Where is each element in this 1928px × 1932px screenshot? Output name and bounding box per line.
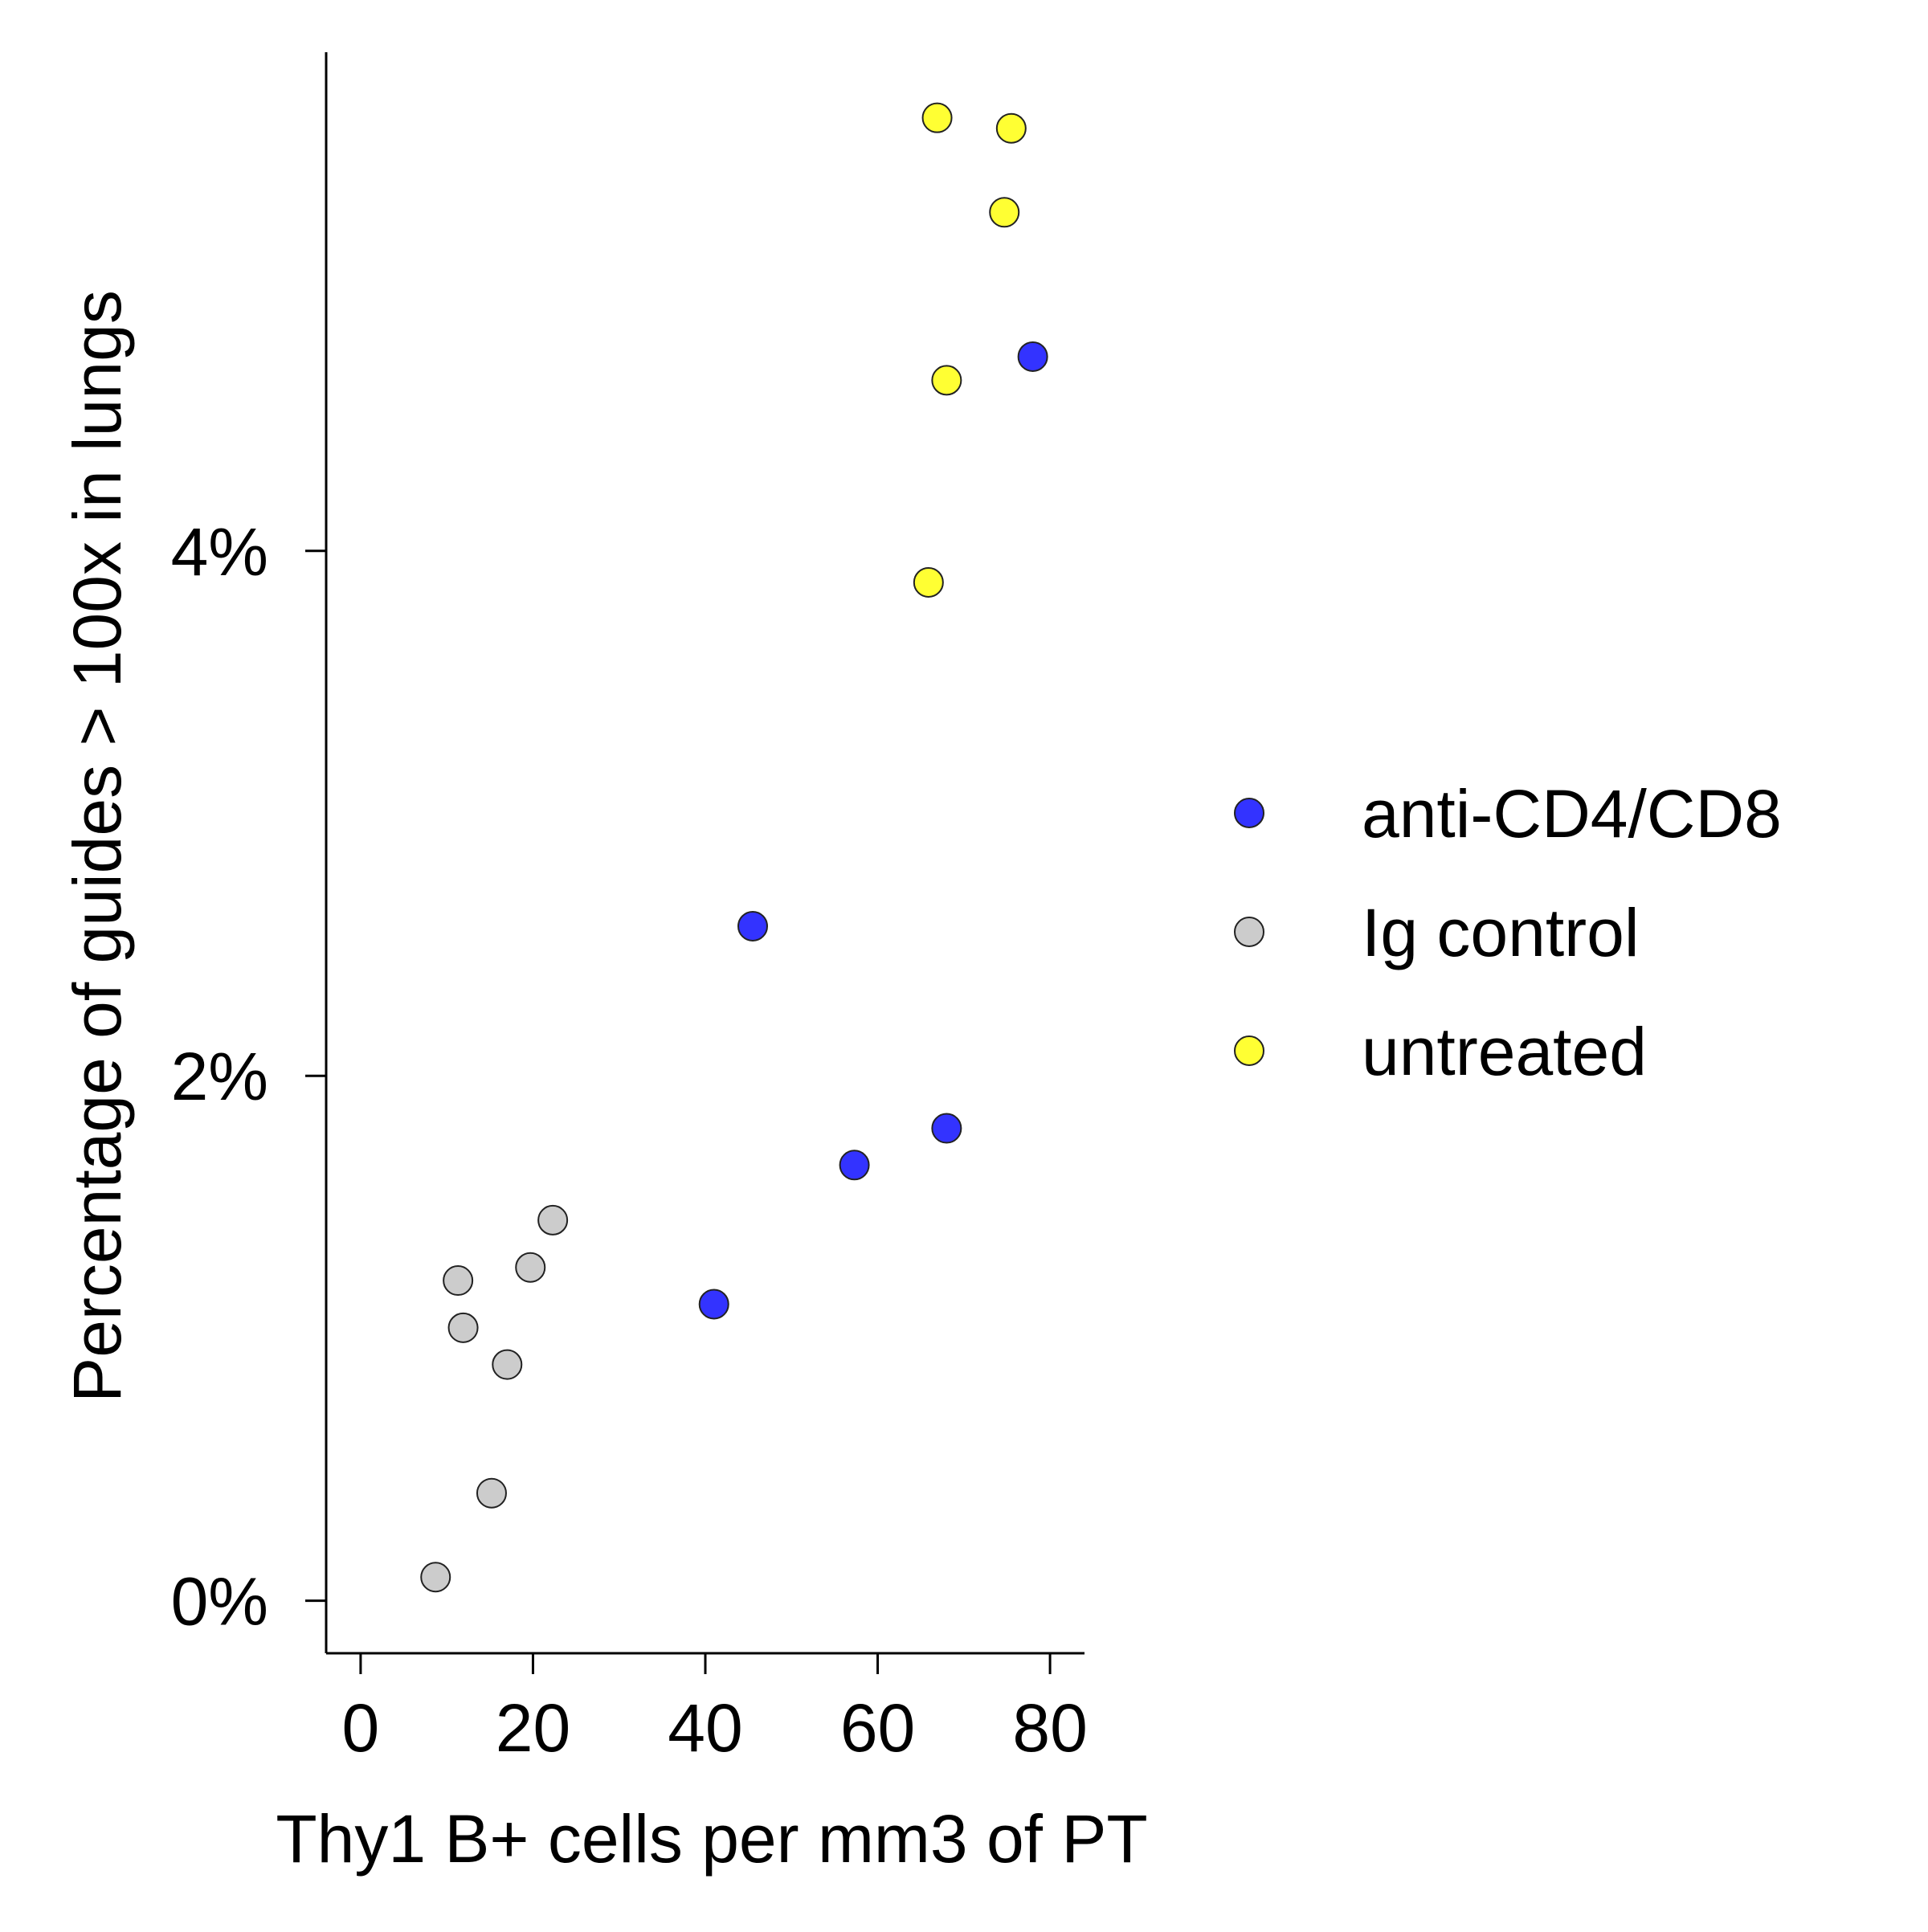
y-axis-title: Percentage of guides > 100x in lungs bbox=[59, 290, 135, 1403]
y-tick-label: 2% bbox=[171, 1039, 268, 1114]
data-point bbox=[420, 1562, 451, 1593]
x-tick-label: 40 bbox=[668, 1690, 742, 1766]
legend-label: untreated bbox=[1362, 1014, 1647, 1089]
data-point bbox=[995, 112, 1027, 144]
ticks: 0 20 40 60 80 0% 2% 4% bbox=[171, 514, 1088, 1766]
y-tick-label: 4% bbox=[171, 514, 268, 590]
axes bbox=[325, 52, 1084, 1655]
x-tick-label: 20 bbox=[496, 1690, 570, 1766]
data-point bbox=[492, 1349, 523, 1380]
x-tick-label: 60 bbox=[840, 1690, 915, 1766]
x-tick-label: 80 bbox=[1012, 1690, 1087, 1766]
data-point bbox=[537, 1204, 569, 1236]
legend-label: anti-CD4/CD8 bbox=[1362, 776, 1782, 852]
data-point bbox=[989, 197, 1020, 228]
data-point bbox=[1017, 341, 1048, 372]
data-point bbox=[913, 566, 944, 598]
data-point bbox=[447, 1312, 479, 1343]
data-point bbox=[931, 365, 962, 396]
legend-label: Ig control bbox=[1362, 895, 1640, 970]
legend-marker bbox=[1234, 798, 1264, 828]
data-point bbox=[737, 910, 768, 941]
data-point bbox=[698, 1289, 729, 1320]
data-point bbox=[931, 1113, 962, 1144]
x-tick-label: 0 bbox=[342, 1690, 380, 1766]
legend-marker bbox=[1234, 917, 1264, 947]
y-tick-label: 0% bbox=[171, 1564, 268, 1640]
data-point bbox=[839, 1150, 870, 1181]
legend: anti-CD4/CD8 Ig control untreated bbox=[1234, 776, 1782, 1089]
data-point bbox=[476, 1477, 507, 1509]
data-point bbox=[921, 102, 953, 133]
data-points bbox=[420, 102, 1048, 1593]
data-point bbox=[515, 1252, 546, 1283]
legend-marker bbox=[1234, 1035, 1264, 1066]
data-point bbox=[443, 1265, 474, 1297]
x-axis-title: Thy1 B+ cells per mm3 of PT bbox=[276, 1801, 1147, 1877]
